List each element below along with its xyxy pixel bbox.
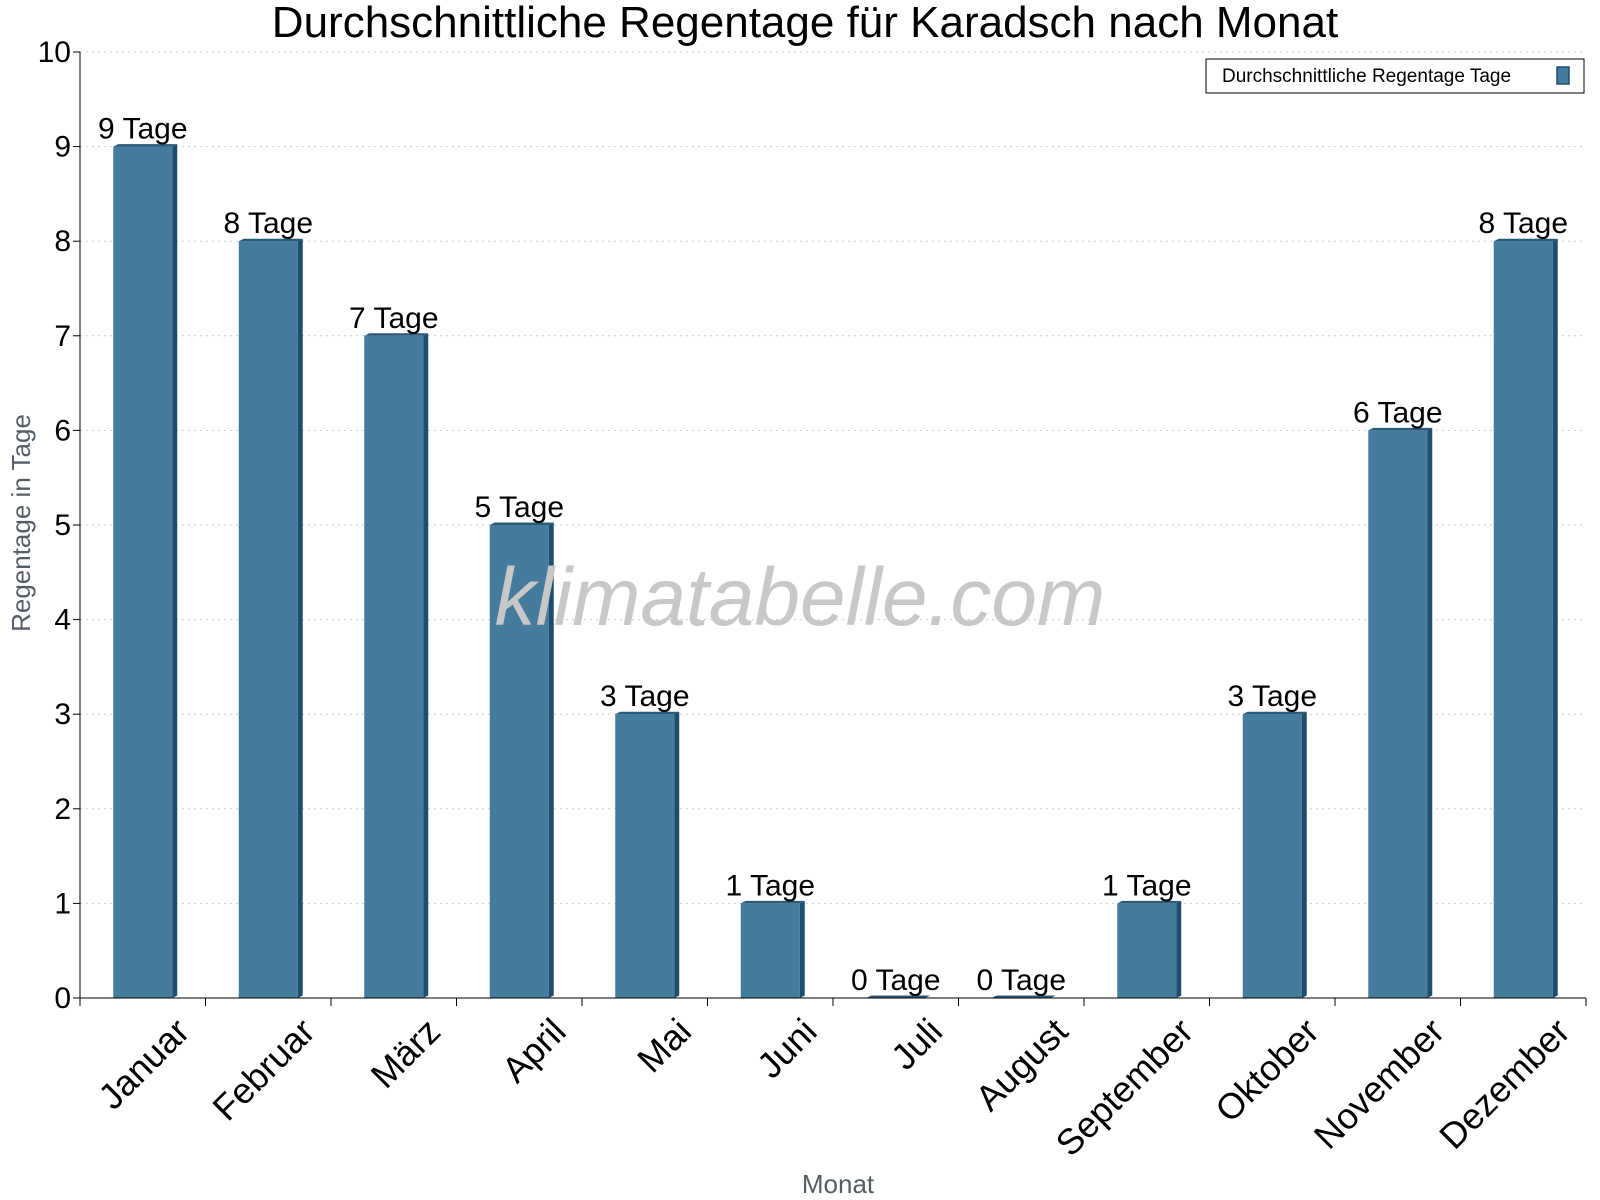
bar-side	[172, 144, 178, 999]
bar-front	[1242, 714, 1302, 998]
legend-box	[1205, 58, 1585, 94]
watermark: klimatabelle.com	[495, 552, 1106, 643]
legend: Durchschnittliche Regentage Tage	[1205, 58, 1585, 94]
data-label: 1 Tage	[1102, 869, 1192, 902]
bar-series	[113, 144, 1558, 999]
y-tick-label: 5	[54, 509, 71, 542]
data-label: 8 Tage	[223, 207, 313, 240]
bar	[489, 522, 554, 998]
legend-label: Durchschnittliche Regentage Tage	[1222, 66, 1511, 87]
data-label: 3 Tage	[1227, 680, 1317, 713]
bar-top	[489, 522, 554, 525]
bar-side	[799, 900, 805, 998]
bar-top	[866, 995, 931, 998]
bar	[991, 995, 1056, 998]
x-tick-label: April	[494, 1010, 574, 1090]
x-tick-label: Juni	[749, 1010, 825, 1086]
bar-side	[297, 238, 303, 998]
y-axis-label: Regentage in Tage	[6, 414, 36, 632]
bar-top	[1493, 238, 1558, 242]
bar	[740, 900, 805, 998]
bar	[238, 238, 303, 998]
x-tick-label: Mai	[629, 1010, 699, 1080]
bar	[615, 711, 680, 998]
bar	[866, 995, 931, 998]
data-label: 6 Tage	[1353, 396, 1443, 429]
bar-top	[1117, 900, 1182, 904]
bar-top	[238, 238, 303, 242]
bar-top	[991, 995, 1056, 998]
y-tick-label: 6	[54, 414, 71, 447]
y-tick-label: 4	[54, 604, 71, 637]
bar-front	[1368, 430, 1428, 998]
legend-swatch	[1556, 66, 1570, 85]
data-label: 5 Tage	[474, 491, 564, 524]
bar	[1242, 711, 1307, 998]
data-label: 0 Tage	[851, 964, 941, 997]
y-tick-label: 8	[54, 225, 71, 258]
x-axis-label: Monat	[802, 1169, 875, 1199]
bar-side	[1301, 711, 1307, 998]
bar-top	[615, 711, 680, 715]
bar-side	[423, 333, 429, 998]
bar-side	[548, 522, 554, 998]
bar-front	[364, 335, 424, 998]
bar-side	[1552, 238, 1558, 998]
y-tick-label: 9	[54, 131, 71, 164]
bar-side	[1176, 900, 1182, 998]
y-axis-ticks: 0 1 2 3 4 5 6 7 8 9 10	[38, 36, 80, 1015]
bar-top	[364, 333, 429, 336]
bar-front	[615, 714, 675, 998]
bar	[1493, 238, 1558, 998]
data-label: 8 Tage	[1478, 207, 1568, 240]
bar	[1117, 900, 1182, 998]
x-tick-label: Dezember	[1431, 1010, 1577, 1156]
data-label: 3 Tage	[600, 680, 690, 713]
x-tick-label: Oktober	[1207, 1010, 1327, 1130]
bar-top	[1368, 427, 1433, 431]
y-tick-label: 10	[38, 36, 71, 69]
data-label: 9 Tage	[98, 113, 188, 146]
bar-front	[740, 903, 800, 998]
data-label: 0 Tage	[976, 964, 1066, 997]
x-tick-label: März	[363, 1010, 449, 1096]
x-tick-label: Februar	[204, 1010, 322, 1128]
x-tick-label: August	[967, 1010, 1075, 1118]
bar-front	[238, 241, 298, 998]
bar-side	[674, 711, 680, 998]
x-tick-label: Juli	[883, 1010, 950, 1077]
x-tick-label: November	[1306, 1010, 1452, 1156]
bar	[364, 333, 429, 998]
bar	[1368, 427, 1433, 998]
y-tick-label: 1	[54, 887, 71, 920]
data-label: 7 Tage	[349, 302, 439, 335]
x-tick-label: Januar	[90, 1010, 197, 1117]
bar-front	[489, 525, 549, 998]
chart-title: Durchschnittliche Regentage für Karadsch…	[272, 0, 1338, 47]
bar-top	[1242, 711, 1307, 715]
data-labels: 9 Tage 8 Tage 7 Tage 5 Tage 3 Tage 1 Tage 0 Ta…	[98, 113, 1568, 997]
grid-lines	[80, 51, 1586, 904]
y-tick-label: 3	[54, 698, 71, 731]
y-tick-label: 7	[54, 320, 71, 353]
x-axis-ticks: Januar Februar März April Mai Juni Juli AugustS…	[79, 998, 1587, 1164]
bar-top	[113, 144, 178, 147]
bar	[113, 144, 178, 999]
x-tick-label: September	[1048, 1010, 1202, 1164]
bar-front	[1117, 903, 1177, 998]
data-label: 1 Tage	[725, 869, 815, 902]
bar-side	[1427, 427, 1433, 998]
bar-front	[1493, 241, 1553, 998]
y-tick-label: 2	[54, 793, 71, 826]
bar-top	[740, 900, 805, 904]
bar-front	[113, 146, 173, 999]
y-tick-label: 0	[54, 982, 71, 1015]
